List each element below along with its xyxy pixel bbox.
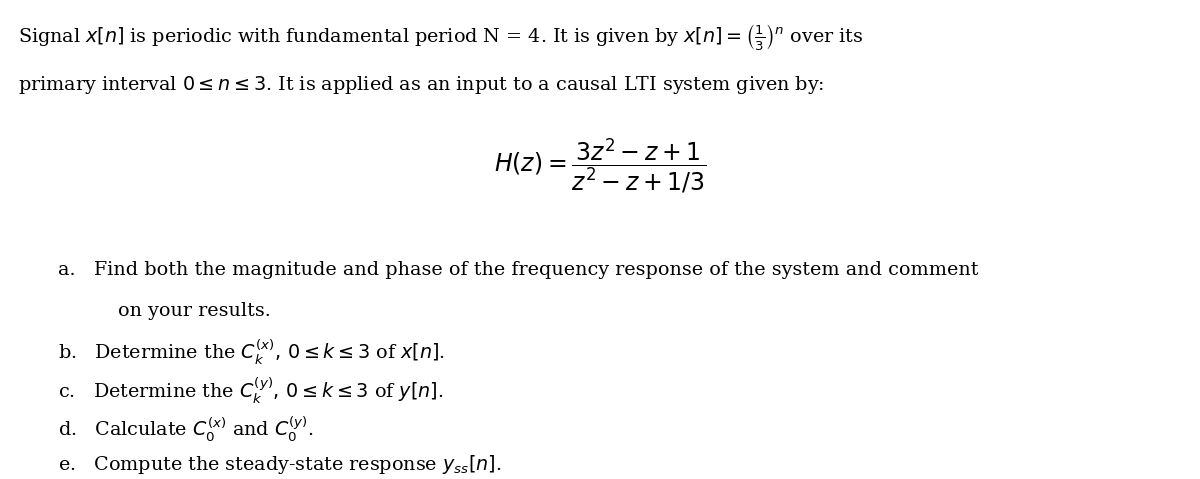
Text: primary interval $0 \leq n \leq 3$. It is applied as an input to a causal LTI sy: primary interval $0 \leq n \leq 3$. It i… <box>18 74 824 96</box>
Text: c.   Determine the $C_k^{(y)},\, 0 \leq k \leq 3$ of $y[n]$.: c. Determine the $C_k^{(y)},\, 0 \leq k … <box>58 376 443 406</box>
Text: b.   Determine the $C_k^{(x)},\, 0 \leq k \leq 3$ of $x[n]$.: b. Determine the $C_k^{(x)},\, 0 \leq k … <box>58 338 444 367</box>
Text: $H(z) = \dfrac{3z^2 - z + 1}{z^2 - z + 1/3}$: $H(z) = \dfrac{3z^2 - z + 1}{z^2 - z + 1… <box>493 136 707 195</box>
Text: Signal $x[n]$ is periodic with fundamental period N = 4. It is given by $x[n] = : Signal $x[n]$ is periodic with fundament… <box>18 22 864 52</box>
Text: on your results.: on your results. <box>118 302 270 320</box>
Text: e.   Compute the steady-state response $y_{ss}[n]$.: e. Compute the steady-state response $y_… <box>58 453 500 476</box>
Text: a.   Find both the magnitude and phase of the frequency response of the system a: a. Find both the magnitude and phase of … <box>58 261 978 279</box>
Text: d.   Calculate $C_0^{(x)}$ and $C_0^{(y)}$.: d. Calculate $C_0^{(x)}$ and $C_0^{(y)}$… <box>58 414 313 444</box>
